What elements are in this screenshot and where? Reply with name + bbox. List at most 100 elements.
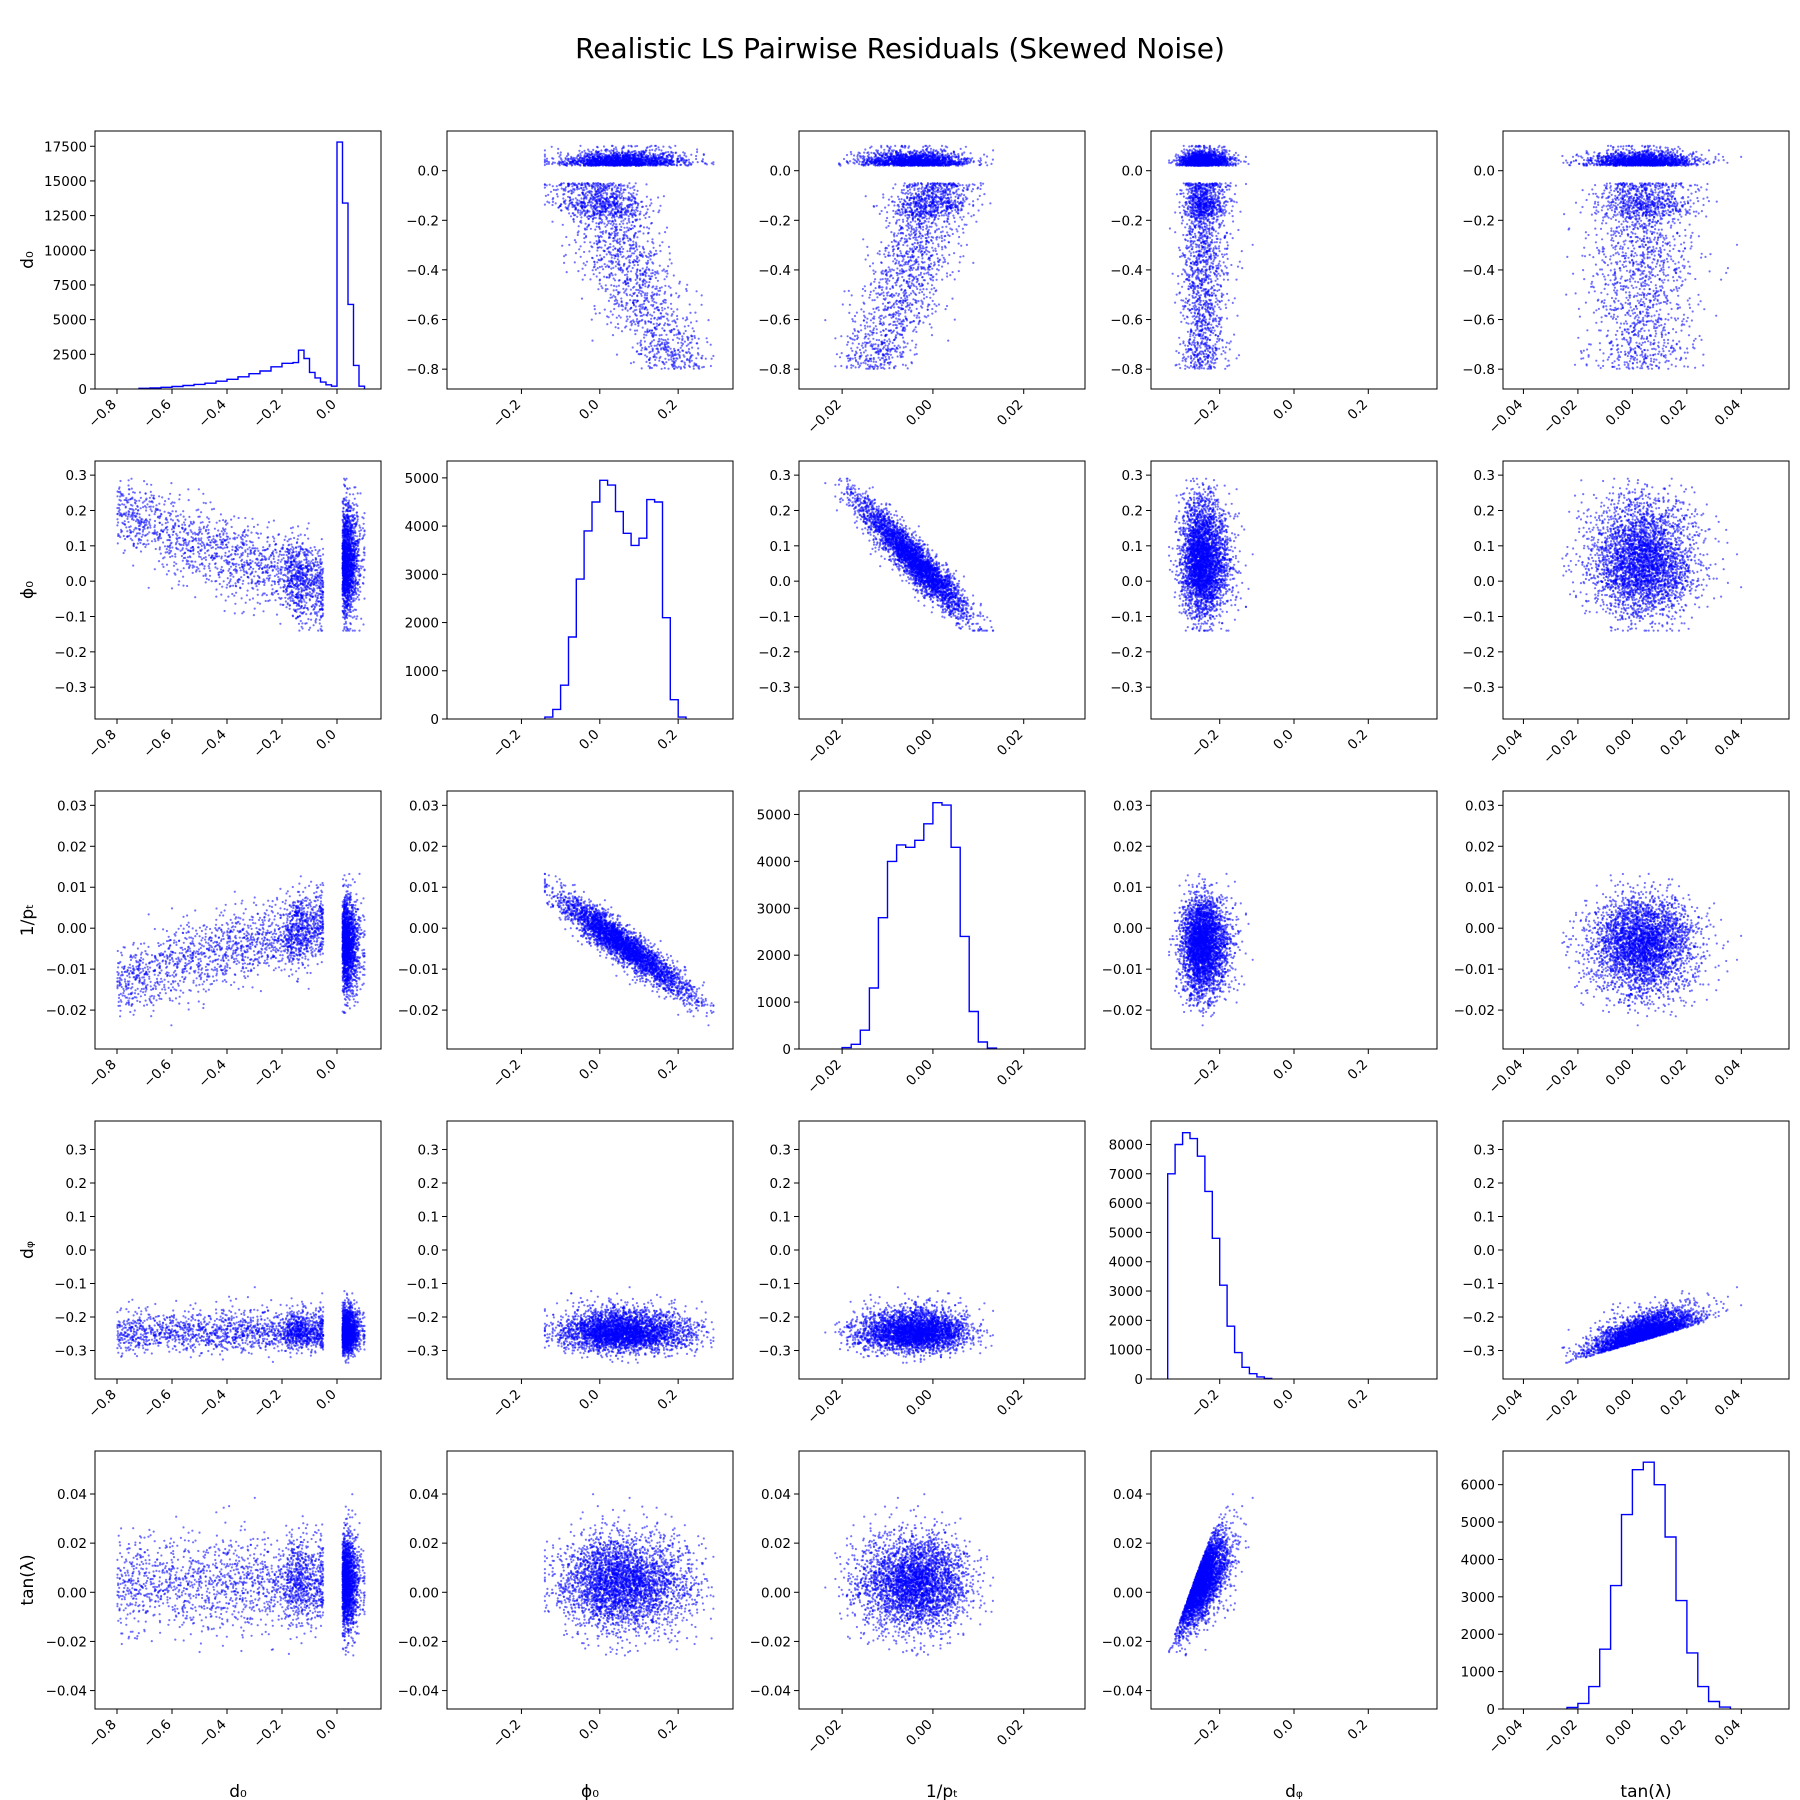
scatter-point: [628, 227, 630, 229]
scatter-point: [651, 330, 653, 332]
scatter-point: [654, 317, 656, 319]
scatter-point: [696, 342, 698, 344]
scatter-point: [603, 256, 605, 258]
scatter-point: [907, 207, 909, 209]
scatter-point: [608, 300, 610, 302]
scatter-point: [599, 213, 601, 215]
scatter-point: [588, 218, 590, 220]
scatter-point: [599, 228, 601, 230]
scatter-point: [618, 196, 620, 198]
scatter-point: [630, 212, 632, 214]
scatter-point: [576, 186, 578, 188]
scatter-point: [610, 322, 612, 324]
scatter-point: [628, 221, 630, 223]
scatter-point: [691, 347, 693, 349]
scatter-point: [612, 334, 614, 336]
scatter-point: [605, 218, 607, 220]
scatter-point: [639, 310, 641, 312]
y-tick-label: −0.2: [406, 213, 439, 229]
scatter-point: [551, 221, 553, 223]
scatter-point: [615, 289, 617, 291]
scatter-point: [958, 225, 960, 227]
scatter-point: [664, 339, 666, 341]
scatter-point: [648, 284, 650, 286]
scatter-point: [605, 290, 607, 292]
scatter-point: [599, 162, 601, 164]
scatter-point: [654, 145, 656, 147]
x-tick-label: 0.2: [654, 397, 681, 424]
scatter-point: [604, 187, 606, 189]
scatter-point: [596, 243, 598, 245]
scatter-point: [614, 235, 616, 237]
scatter-point: [655, 334, 657, 336]
scatter-point: [615, 227, 617, 229]
scatter-point: [600, 259, 602, 261]
scatter-point: [600, 247, 602, 249]
scatter-point: [909, 192, 911, 194]
scatter-point: [672, 339, 674, 341]
scatter-point: [563, 255, 565, 257]
scatter-point: [629, 299, 631, 301]
scatter-point: [618, 216, 620, 218]
scatter-point: [562, 224, 564, 226]
scatter-point: [612, 183, 614, 185]
scatter-point: [873, 290, 875, 292]
scatter-point: [656, 286, 658, 288]
scatter-point: [634, 250, 636, 252]
scatter-point: [852, 365, 854, 367]
scatter-point: [656, 323, 658, 325]
y-tick-label: −0.6: [406, 313, 439, 329]
scatter-point: [641, 163, 643, 165]
scatter-point: [676, 318, 678, 320]
scatter-point: [578, 200, 580, 202]
scatter-point: [638, 353, 640, 355]
scatter-point: [619, 279, 621, 281]
scatter-point: [698, 368, 700, 370]
scatter-point: [660, 149, 662, 151]
scatter-point: [613, 289, 615, 291]
scatter-point: [605, 288, 607, 290]
scatter-point: [628, 259, 630, 261]
scatter-point: [610, 203, 612, 205]
scatter-point: [601, 221, 603, 223]
scatter-point: [562, 193, 564, 195]
scatter-point: [545, 195, 547, 197]
scatter-point: [638, 259, 640, 261]
scatter-point: [598, 226, 600, 228]
scatter-point: [557, 195, 559, 197]
scatter-point: [570, 157, 572, 159]
scatter-point: [581, 159, 583, 161]
scatter-point: [685, 319, 687, 321]
scatter-point: [595, 182, 597, 184]
scatter-point: [872, 338, 874, 340]
scatter-point: [664, 342, 666, 344]
scatter-point: [598, 190, 600, 192]
scatter-point: [654, 359, 656, 361]
scatter-point: [636, 350, 638, 352]
scatter-point: [985, 161, 987, 163]
scatter-point: [893, 366, 895, 368]
scatter-point: [547, 194, 549, 196]
scatter-point: [581, 162, 583, 164]
scatter-point: [667, 368, 669, 370]
scatter-point: [682, 151, 684, 153]
scatter-point: [640, 274, 642, 276]
scatter-point: [931, 247, 933, 249]
scatter-point: [596, 196, 598, 198]
scatter-point: [628, 229, 630, 231]
scatter-point: [616, 234, 618, 236]
scatter-point: [598, 217, 600, 219]
scatter-point: [676, 315, 678, 317]
scatter-point: [673, 328, 675, 330]
scatter-point: [667, 306, 669, 308]
scatter-point: [705, 358, 707, 360]
scatter-point: [652, 210, 654, 212]
scatter-point: [905, 270, 907, 272]
scatter-point: [638, 245, 640, 247]
scatter-point: [615, 148, 617, 150]
scatter-point: [694, 312, 696, 314]
scatter-point: [613, 254, 615, 256]
scatter-point: [620, 253, 622, 255]
scatter-point: [646, 309, 648, 311]
scatter-point: [622, 282, 624, 284]
